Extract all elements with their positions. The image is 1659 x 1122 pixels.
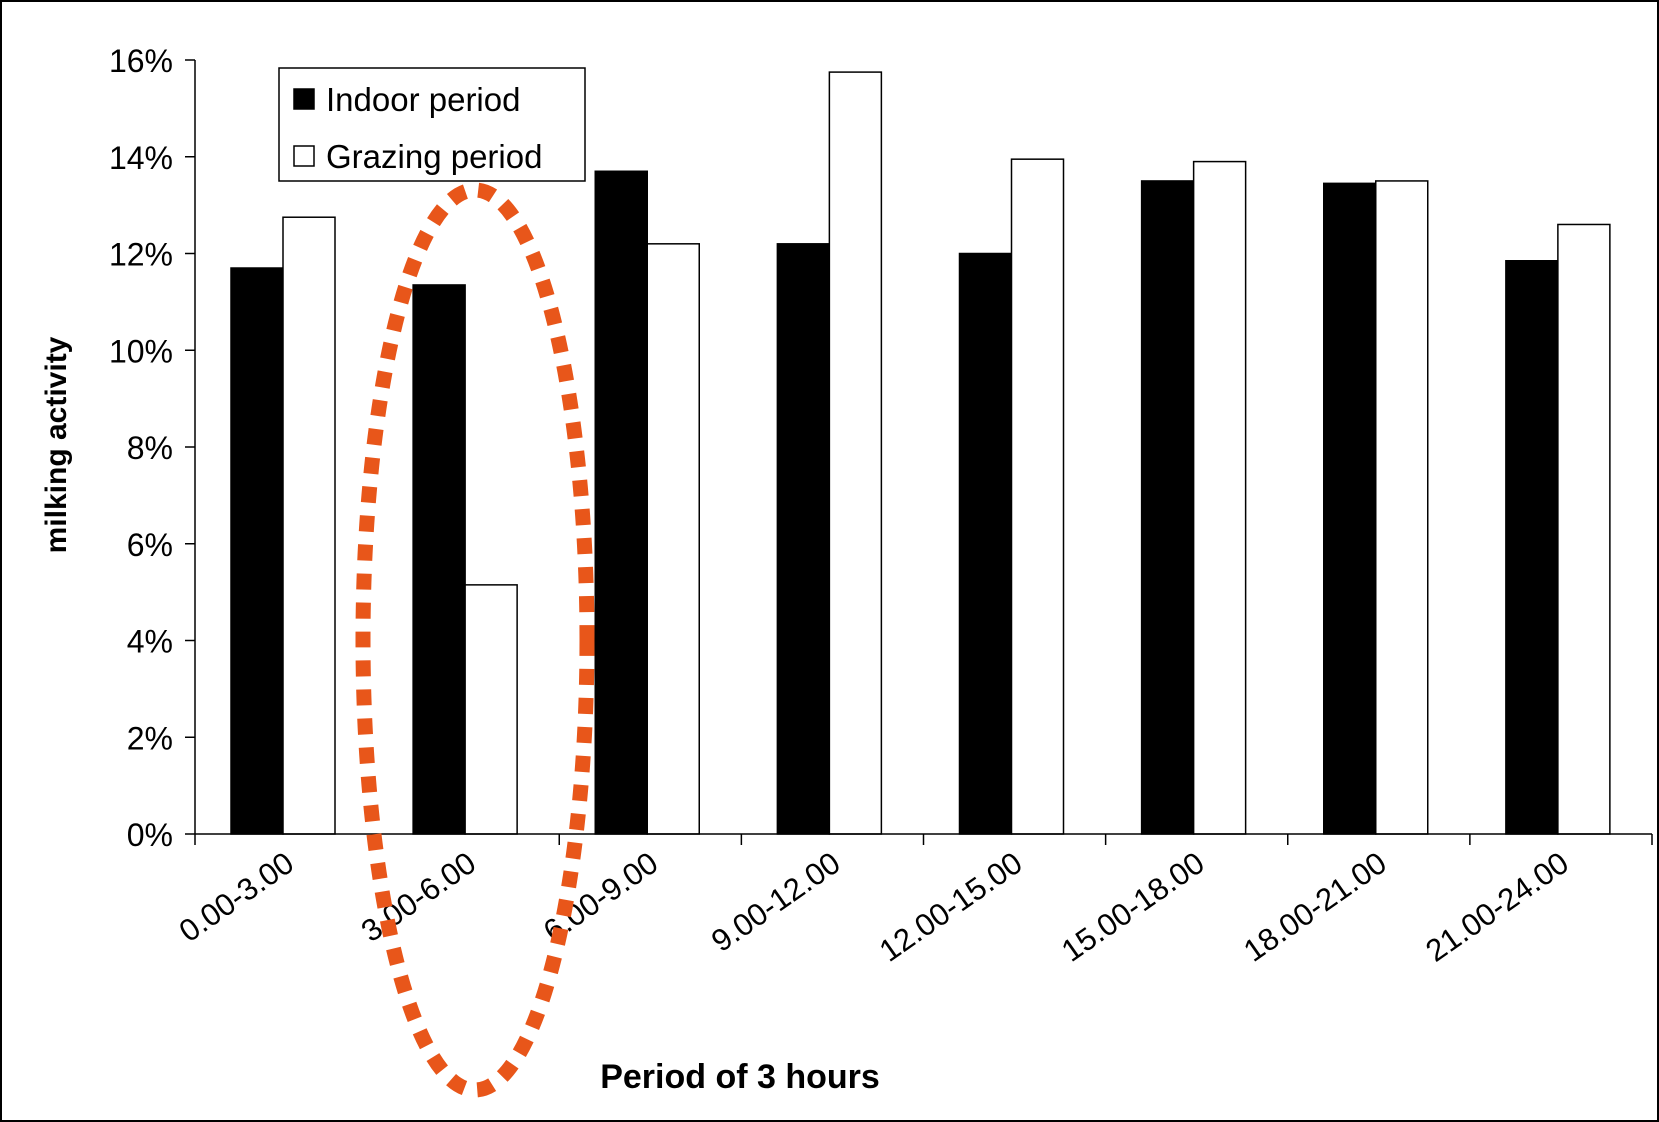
highlight-annotation-layer	[355, 182, 595, 1098]
bar-indoor-18.00-21.00	[1323, 182, 1377, 835]
bar-grazing-3.00-6.00	[464, 584, 518, 835]
legend-swatch-grazing	[293, 145, 315, 167]
legend-box	[278, 67, 586, 182]
y-tick-label: 0%	[127, 817, 173, 853]
axes-layer	[185, 59, 1653, 845]
bar-grazing-12.00-15.00	[1010, 158, 1065, 835]
legend: Indoor period Grazing period	[278, 67, 586, 182]
y-tick-label: 4%	[127, 624, 173, 660]
bar-indoor-6.00-9.00	[594, 170, 648, 835]
bar-indoor-9.00-12.00	[776, 243, 831, 835]
highlight-ellipse	[355, 182, 595, 1098]
bar-indoor-12.00-15.00	[958, 252, 1013, 835]
y-axis-title: milking activity	[40, 336, 73, 553]
y-tick-label: 10%	[109, 333, 173, 369]
bar-grazing-9.00-12.00	[828, 71, 883, 835]
y-tick-label: 16%	[109, 43, 173, 79]
legend-label-indoor: Indoor period	[326, 81, 520, 118]
bar-indoor-0.00-3.00	[230, 267, 284, 835]
legend-swatch-indoor	[293, 88, 315, 110]
bar-grazing-0.00-3.00	[282, 216, 336, 835]
y-tick-label: 14%	[109, 140, 173, 176]
bars-layer	[230, 71, 1611, 835]
legend-label-grazing: Grazing period	[326, 138, 542, 175]
bar-grazing-15.00-18.00	[1192, 160, 1247, 835]
bar-grazing-21.00-24.00	[1557, 223, 1611, 835]
y-tick-label: 12%	[109, 237, 173, 273]
y-tick-label: 8%	[127, 430, 173, 466]
y-tick-label: 6%	[127, 527, 173, 563]
bar-grazing-18.00-21.00	[1375, 180, 1429, 835]
bar-grazing-6.00-9.00	[646, 243, 700, 835]
bar-indoor-3.00-6.00	[412, 284, 466, 835]
bar-indoor-21.00-24.00	[1505, 260, 1559, 835]
bar-indoor-15.00-18.00	[1140, 180, 1195, 835]
y-tick-label: 2%	[127, 720, 173, 756]
x-axis-title: Period of 3 hours	[600, 1058, 880, 1096]
